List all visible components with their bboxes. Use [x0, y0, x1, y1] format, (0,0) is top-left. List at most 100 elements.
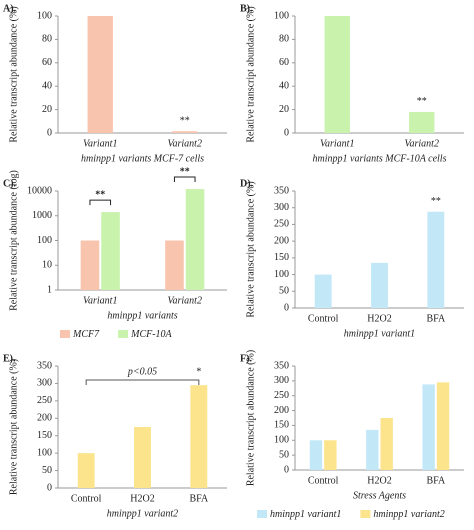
- bar: [185, 189, 205, 290]
- legend-swatch: [360, 510, 371, 518]
- legend-swatch: [118, 330, 129, 338]
- panel-label: F).: [240, 353, 252, 364]
- y-tick-label: 50: [42, 465, 52, 476]
- x-tick-label: H2O2: [367, 313, 391, 324]
- y-tick-label: 150: [274, 420, 289, 431]
- panel-label: B).: [240, 3, 253, 14]
- x-tick-label: H2O2: [130, 493, 154, 504]
- legend-swatch: [257, 510, 267, 518]
- y-tick-label: 80: [279, 34, 289, 45]
- y-axis-label: Relative transcript abundance (%): [245, 6, 256, 142]
- y-tick-label: 1: [47, 284, 52, 295]
- x-tick-label: Control: [308, 313, 339, 324]
- bar: [324, 440, 337, 470]
- annotation: **: [95, 189, 105, 200]
- y-tick-label: 250: [37, 395, 52, 406]
- x-axis-label: hminpp1 variants MCF-10A cells: [313, 153, 447, 164]
- y-tick-label: 0: [47, 127, 52, 138]
- x-axis-label: Stress Agents: [353, 490, 406, 501]
- bar: [324, 16, 350, 133]
- y-tick-label: 300: [274, 375, 289, 386]
- bar: [80, 240, 100, 290]
- legend-label: hminpp1 variant1: [270, 509, 341, 520]
- panel-label: A).: [3, 3, 17, 14]
- y-tick-label: 350: [274, 185, 289, 196]
- y-tick-label: 40: [279, 80, 289, 91]
- panel-label: C).: [3, 178, 17, 189]
- y-tick-label: 0: [284, 127, 289, 138]
- y-tick-label: 50: [279, 286, 289, 297]
- bar: [165, 240, 184, 290]
- annotation: **: [417, 96, 427, 107]
- y-tick-label: 150: [37, 430, 52, 441]
- x-tick-label: Control: [308, 475, 339, 486]
- annotation: **: [431, 196, 441, 207]
- bar: [427, 211, 445, 308]
- y-tick-label: 0: [284, 464, 289, 475]
- bar: [422, 384, 435, 470]
- y-tick-label: 200: [274, 235, 289, 246]
- legend-label: hminpp1 variant2: [373, 509, 444, 520]
- x-tick-label: Control: [71, 493, 102, 504]
- y-tick-label: 20: [279, 104, 289, 115]
- y-tick-label: 100: [37, 235, 52, 246]
- x-tick-label: Variant1: [83, 138, 117, 149]
- x-tick-label: Variant2: [168, 138, 202, 149]
- y-axis-label: Relative transcript abundance (%): [8, 359, 19, 495]
- legend-label: MCF7: [72, 329, 100, 340]
- annotation: **: [180, 166, 190, 177]
- y-tick-label: 200: [274, 405, 289, 416]
- y-tick-label: 100: [274, 269, 289, 280]
- y-axis-label: Relative transcript abundance (%): [245, 350, 256, 486]
- y-tick-label: 40: [42, 80, 52, 91]
- y-axis-label: Relative transcript abundance (log): [8, 170, 19, 311]
- y-tick-label: 150: [274, 252, 289, 263]
- bracket: [173, 176, 196, 183]
- y-tick-label: 300: [274, 202, 289, 213]
- x-tick-label: H2O2: [367, 475, 391, 486]
- y-tick-label: 10: [42, 260, 52, 271]
- annotation: **: [180, 116, 190, 127]
- bar: [371, 262, 388, 308]
- y-tick-label: 250: [274, 390, 289, 401]
- bar: [87, 16, 113, 133]
- x-tick-label: Variant2: [168, 295, 202, 306]
- bar: [314, 274, 332, 308]
- x-axis-label: hminpp1 variant2: [107, 508, 178, 519]
- bar: [134, 427, 151, 488]
- y-tick-label: 60: [279, 57, 289, 68]
- y-tick-label: 100: [274, 10, 289, 21]
- y-tick-label: 60: [42, 57, 52, 68]
- y-tick-label: 20: [42, 104, 52, 115]
- legend-swatch: [60, 330, 70, 338]
- y-tick-label: 0: [284, 302, 289, 313]
- x-tick-label: Variant1: [83, 295, 117, 306]
- panel-label: D).: [240, 178, 254, 189]
- bar: [409, 111, 435, 133]
- y-tick-label: 100: [37, 10, 52, 21]
- x-tick-label: Variant1: [320, 138, 354, 149]
- y-axis-label: Relative transcript abundance (%): [8, 6, 19, 142]
- y-tick-label: 100: [37, 447, 52, 458]
- bar: [77, 453, 95, 488]
- bracket: [85, 379, 200, 385]
- legend-label: MCF-10A: [130, 329, 172, 340]
- bar: [309, 440, 323, 470]
- y-tick-label: 200: [37, 413, 52, 424]
- panel-label: E).: [3, 353, 16, 364]
- y-tick-label: 1000: [32, 210, 52, 221]
- y-tick-label: 80: [42, 34, 52, 45]
- x-tick-label: BFA: [426, 313, 445, 324]
- y-tick-label: 350: [274, 360, 289, 371]
- y-tick-label: 100: [274, 435, 289, 446]
- y-tick-label: 350: [37, 360, 52, 371]
- y-tick-label: 250: [274, 219, 289, 230]
- bar: [190, 385, 208, 488]
- y-tick-label: 300: [37, 378, 52, 389]
- annotation: *: [196, 366, 201, 377]
- x-tick-label: Variant2: [405, 138, 439, 149]
- y-axis-label: Relative transcript abundance (%): [245, 181, 256, 317]
- x-axis-label: hminpp1 variants MCF-7 cells: [81, 153, 204, 164]
- bracket: [89, 199, 112, 206]
